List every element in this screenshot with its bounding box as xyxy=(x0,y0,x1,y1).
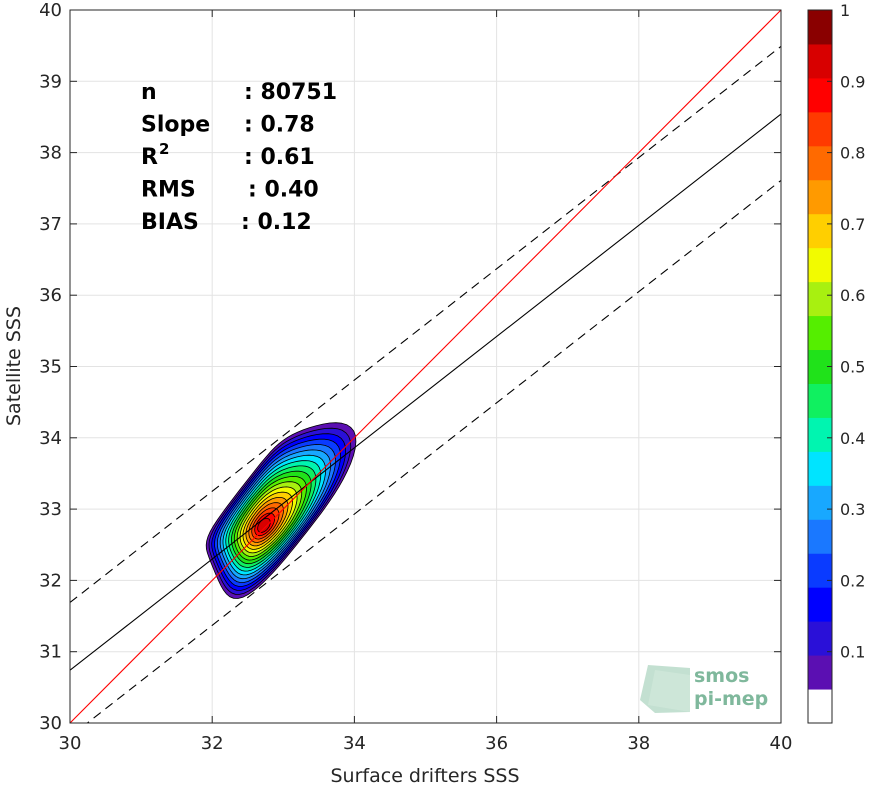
y-tick-label: 30 xyxy=(39,713,62,734)
colorbar-segment xyxy=(808,43,832,79)
colorbar-tick-label: 0.4 xyxy=(840,429,865,448)
stat-value: : 0.78 xyxy=(244,113,315,138)
reference-lines xyxy=(70,10,781,723)
stat-label-superscript: 2 xyxy=(159,140,169,158)
colorbar-segment xyxy=(808,77,832,113)
x-tick-label: 38 xyxy=(627,733,650,754)
x-axis-label: Surface drifters SSS xyxy=(331,765,520,787)
y-tick-label: 39 xyxy=(39,71,62,92)
x-tick-label: 34 xyxy=(343,733,366,754)
stats-box: n : 80751 Slope : 0.78 R 2 : 0.61 RMS : 0.40 BIAS… xyxy=(141,80,337,235)
colorbar-segment xyxy=(808,247,832,283)
stat-label: Slope xyxy=(141,113,210,138)
y-tick-label: 31 xyxy=(39,642,62,663)
colorbar-segment xyxy=(808,621,832,656)
x-tick-label: 32 xyxy=(201,733,224,754)
x-tick-label: 30 xyxy=(59,733,82,754)
colorbar-segment xyxy=(808,655,832,690)
stat-value: : 80751 xyxy=(244,80,337,105)
colorbar-segment xyxy=(808,587,832,622)
y-axis-label: Satellite SSS xyxy=(3,306,25,426)
regression-lower-line xyxy=(86,179,781,723)
colorbar-segment xyxy=(808,281,832,317)
colorbar-segment xyxy=(808,315,832,351)
colorbar-segment xyxy=(808,383,832,418)
colorbar-tick-label: 0.2 xyxy=(840,571,865,590)
logo-text-line1: smos xyxy=(694,665,749,687)
smos-pimep-logo: smos pi-mep xyxy=(640,665,768,713)
stat-value: : 0.40 xyxy=(248,178,319,203)
colorbar-segment xyxy=(808,145,832,181)
colorbar-tick-label: 0.3 xyxy=(840,500,865,519)
colorbar-segment xyxy=(808,111,832,147)
colorbar-segment xyxy=(808,689,832,724)
colorbar-segment xyxy=(808,213,832,249)
colorbar-tick-label: 0.6 xyxy=(840,286,865,305)
colorbar-segment xyxy=(808,179,832,215)
colorbar-segment xyxy=(808,485,832,520)
y-tick-label: 34 xyxy=(39,428,62,449)
colorbar-segment xyxy=(808,417,832,452)
grid xyxy=(69,9,782,724)
stat-label: R xyxy=(141,145,158,170)
regression-upper-line xyxy=(70,45,781,603)
identity-line xyxy=(70,10,781,723)
stat-label: RMS xyxy=(141,178,196,203)
stat-label: n xyxy=(141,80,157,105)
colorbar-tick-label: 0.9 xyxy=(840,72,865,91)
regression-line xyxy=(70,113,781,671)
logo-wave-icon-2 xyxy=(648,670,690,712)
colorbar-tick-label: 0.5 xyxy=(840,358,865,377)
colorbar: 0.1 0.2 0.3 0.4 0.5 0.6 0.7 0.8 0.9 1 xyxy=(807,1,865,724)
colorbar-tick-label: 0.7 xyxy=(840,215,865,234)
x-tick-label: 40 xyxy=(770,733,793,754)
colorbar-tick-label: 0.1 xyxy=(840,643,865,662)
x-axis-ticks: 30 32 34 36 38 40 xyxy=(59,10,793,754)
colorbar-segment xyxy=(808,519,832,554)
y-tick-label: 40 xyxy=(39,0,62,21)
y-tick-label: 32 xyxy=(39,570,62,591)
y-tick-label: 33 xyxy=(39,499,62,520)
y-tick-label: 35 xyxy=(39,357,62,378)
stat-value: : 0.61 xyxy=(244,145,315,170)
y-tick-label: 37 xyxy=(39,214,62,235)
colorbar-tick-label: 1 xyxy=(840,1,850,20)
stat-value: : 0.12 xyxy=(241,210,312,235)
logo-text-line2: pi-mep xyxy=(694,688,768,710)
y-tick-label: 36 xyxy=(39,285,62,306)
stat-label: BIAS xyxy=(141,210,199,235)
colorbar-segment xyxy=(808,10,832,45)
x-tick-label: 36 xyxy=(485,733,508,754)
colorbar-segment xyxy=(808,451,832,486)
y-axis-ticks: 30 31 32 33 34 35 36 37 38 39 40 xyxy=(39,0,781,734)
colorbar-tick-label: 0.8 xyxy=(840,144,865,163)
y-tick-label: 38 xyxy=(39,143,62,164)
colorbar-segment xyxy=(808,553,832,588)
